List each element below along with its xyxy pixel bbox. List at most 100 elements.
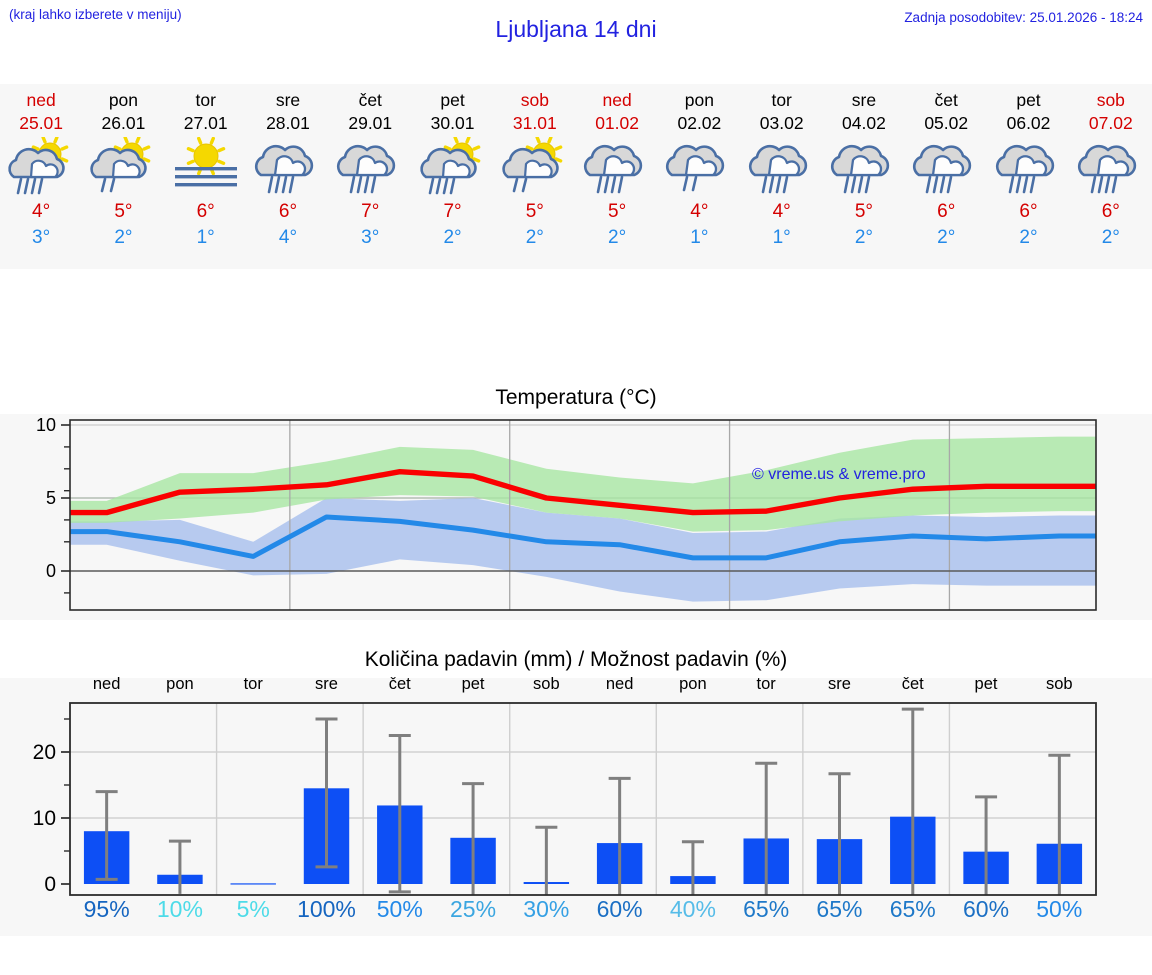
- precipitation-day-labels: ned pon tor sre čet pet sob ned pon tor sre čet pet s…: [70, 675, 1096, 699]
- precipitation-day-label: tor: [243, 675, 263, 693]
- precipitation-probability-label: 5%: [236, 896, 270, 922]
- precipitation-day-label: pon: [679, 675, 707, 693]
- page-header: (kraj lahko izberete v meniju) Ljubljana…: [0, 0, 1152, 78]
- day-column[interactable]: tor 03.02 4° 1°: [741, 84, 823, 269]
- precipitation-day-label: tor: [756, 675, 776, 693]
- daily-forecast-strip: ned 25.01 4° 3° pon 26.01 5° 2° tor 27.01 6° 1° sre 2…: [0, 84, 1152, 269]
- day-min-temperature: 2°: [608, 227, 627, 248]
- day-max-temperature: 7°: [443, 201, 462, 222]
- day-date-label: 31.01: [512, 113, 557, 133]
- precipitation-day-label: pon: [166, 675, 194, 693]
- precipitation-day-label: sre: [315, 675, 338, 693]
- day-of-week-label: sob: [520, 90, 549, 110]
- day-date-label: 30.01: [430, 113, 475, 133]
- precipitation-day-label: sre: [827, 675, 851, 693]
- day-of-week-label: pon: [684, 90, 714, 110]
- day-max-temperature: 6°: [196, 201, 215, 222]
- day-min-temperature: 2°: [937, 227, 956, 248]
- day-column[interactable]: sre 04.02 5° 2°: [823, 84, 905, 269]
- day-column[interactable]: sob 31.01 5° 2°: [494, 84, 576, 269]
- precipitation-probability-label: 60%: [596, 896, 643, 922]
- cloud-rain-icon: [743, 137, 821, 199]
- temperature-chart-section: Temperatura (°C) 10 5 0: [0, 380, 1152, 620]
- day-date-label: 27.01: [183, 113, 228, 133]
- sun-cloud-drizzle-icon: [84, 137, 162, 199]
- cloud-drizzle-icon: [660, 137, 738, 199]
- last-updated: Zadnja posodobitev: 25.01.2026 - 18:24: [904, 10, 1143, 25]
- day-of-week-label: sre: [851, 90, 877, 110]
- day-min-temperature: 4°: [278, 227, 298, 248]
- day-column[interactable]: čet 29.01 7° 3°: [329, 84, 411, 269]
- day-column[interactable]: ned 01.02 5° 2°: [576, 84, 658, 269]
- day-min-temperature: 2°: [114, 227, 133, 248]
- sun-cloud-drizzle-icon: [496, 137, 574, 199]
- day-column[interactable]: tor 27.01 6° 1°: [165, 84, 247, 269]
- precipitation-day-label: ned: [92, 675, 121, 693]
- day-date-label: 05.02: [924, 113, 969, 133]
- day-min-temperature: 2°: [854, 227, 874, 248]
- day-column[interactable]: pon 26.01 5° 2°: [82, 84, 164, 269]
- temperature-chart-title: Temperatura (°C): [495, 386, 657, 409]
- precipitation-probability-label: 95%: [83, 896, 130, 922]
- day-of-week-label: ned: [26, 90, 56, 110]
- sun-cloud-rain-icon: [2, 137, 80, 199]
- temperature-plot: 10 5 0: [36, 415, 1097, 611]
- day-date-label: 06.02: [1006, 113, 1051, 133]
- day-max-temperature: 4°: [690, 201, 709, 222]
- cloud-rain-icon: [1072, 137, 1150, 199]
- cloud-rain-icon: [825, 137, 903, 199]
- svg-text:0: 0: [44, 873, 56, 896]
- copyright-watermark: © vreme.us & vreme.pro: [752, 466, 926, 483]
- page-title: Ljubljana 14 dni: [495, 16, 657, 42]
- day-min-temperature: 2°: [1019, 227, 1038, 248]
- day-min-temperature: 1°: [690, 227, 709, 248]
- precipitation-day-label: sob: [1045, 675, 1073, 693]
- day-min-temperature: 1°: [772, 227, 791, 248]
- day-column[interactable]: čet 05.02 6° 2°: [905, 84, 987, 269]
- precipitation-day-label: ned: [605, 675, 634, 693]
- precipitation-day-label: čet: [901, 675, 924, 693]
- precipitation-probability-label: 50%: [376, 896, 423, 922]
- precipitation-probability-label: 65%: [816, 896, 863, 922]
- menu-hint: (kraj lahko izberete v meniju): [9, 7, 182, 22]
- day-min-temperature: 1°: [196, 227, 215, 248]
- svg-text:5: 5: [46, 488, 56, 508]
- cloud-rain-icon: [249, 137, 327, 199]
- day-date-label: 07.02: [1088, 113, 1133, 133]
- precipitation-probability-label: 65%: [889, 896, 936, 922]
- day-date-label: 02.02: [677, 113, 722, 133]
- day-column[interactable]: pon 02.02 4° 1°: [658, 84, 740, 269]
- day-column[interactable]: sob 07.02 6° 2°: [1070, 84, 1152, 269]
- day-date-label: 03.02: [759, 113, 804, 133]
- day-of-week-label: sre: [275, 90, 301, 110]
- day-min-temperature: 3°: [32, 227, 51, 248]
- day-max-temperature: 5°: [854, 201, 874, 222]
- precipitation-probability-label: 10%: [156, 896, 203, 922]
- day-max-temperature: 6°: [1019, 201, 1038, 222]
- day-column[interactable]: sre 28.01 6° 4°: [247, 84, 329, 269]
- day-max-temperature: 5°: [114, 201, 133, 222]
- day-date-label: 26.01: [101, 113, 146, 133]
- precipitation-chart-section: Količina padavin (mm) / Možnost padavin …: [0, 640, 1152, 975]
- precipitation-day-label: čet: [388, 675, 411, 693]
- precipitation-chart-title: Količina padavin (mm) / Možnost padavin …: [364, 648, 788, 671]
- day-column[interactable]: pet 30.01 7° 2°: [411, 84, 493, 269]
- precipitation-probability-label: 30%: [523, 896, 570, 922]
- precipitation-plot: 20 10 0: [33, 702, 1097, 896]
- day-min-temperature: 3°: [361, 227, 380, 248]
- day-max-temperature: 5°: [608, 201, 627, 222]
- sun-cloud-rain-icon: [414, 137, 492, 199]
- day-of-week-label: sob: [1096, 90, 1125, 110]
- day-of-week-label: tor: [195, 90, 216, 110]
- day-max-temperature: 6°: [937, 201, 956, 222]
- precipitation-probability-label: 25%: [450, 896, 497, 922]
- precipitation-probability-label: 100%: [297, 896, 356, 922]
- cloud-rain-icon: [578, 137, 656, 199]
- day-max-temperature: 7°: [361, 201, 380, 222]
- day-max-temperature: 4°: [772, 201, 791, 222]
- precipitation-probability-label: 40%: [669, 896, 716, 922]
- day-of-week-label: tor: [771, 90, 792, 110]
- day-column[interactable]: ned 25.01 4° 3°: [0, 84, 82, 269]
- day-of-week-label: pet: [1016, 90, 1041, 110]
- day-column[interactable]: pet 06.02 6° 2°: [987, 84, 1069, 269]
